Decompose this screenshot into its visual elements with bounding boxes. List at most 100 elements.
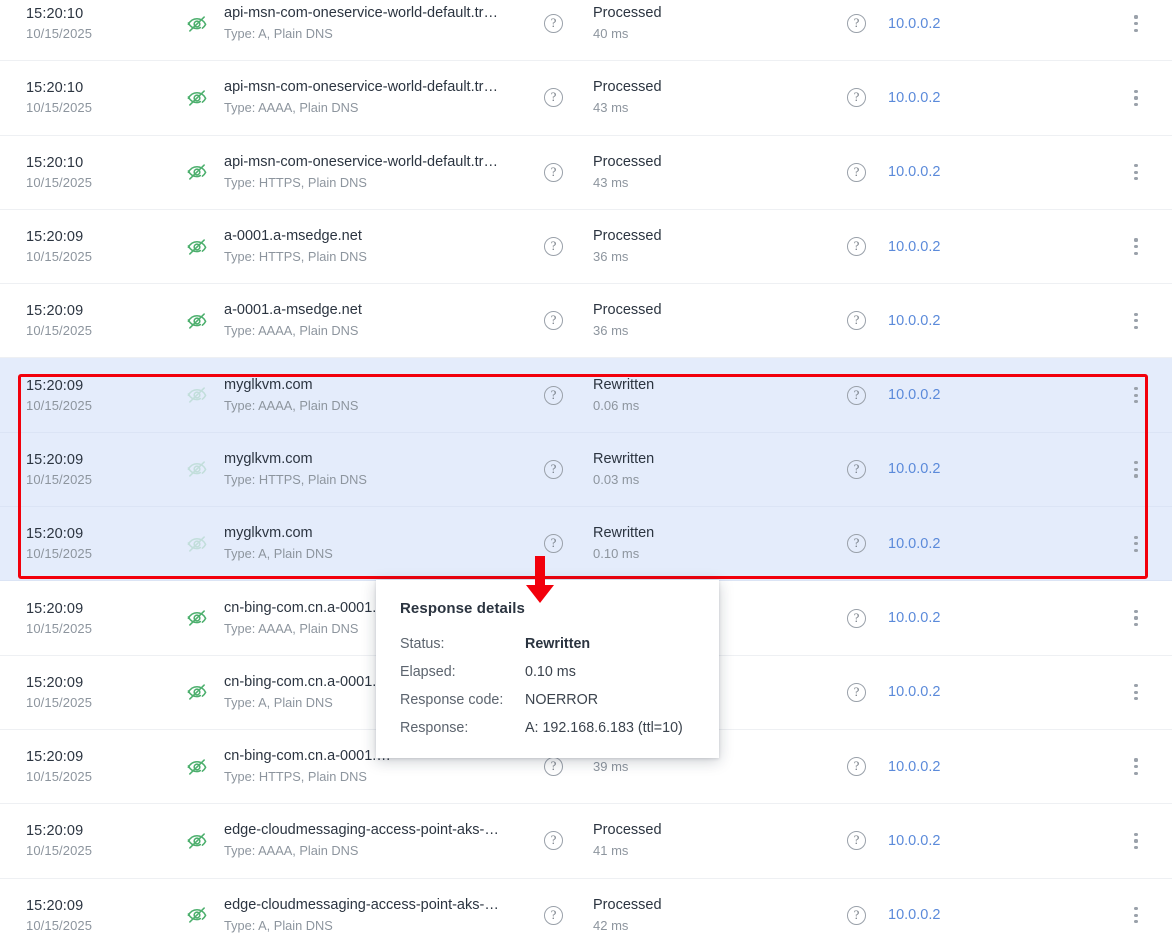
table-row[interactable]: 15:20:10 10/15/2025 api-msn-com-oneservice…	[0, 0, 1172, 62]
more-vertical-icon[interactable]	[1126, 458, 1146, 480]
question-circle-icon[interactable]: ?	[847, 682, 866, 702]
cell-blocking-status[interactable]	[186, 533, 224, 555]
more-vertical-icon[interactable]	[1126, 533, 1146, 555]
cell-blocking-status[interactable]	[186, 87, 224, 109]
client-ip-link[interactable]: 10.0.0.2	[888, 15, 941, 32]
more-vertical-icon[interactable]	[1126, 310, 1146, 332]
client-ip-link[interactable]: 10.0.0.2	[888, 461, 941, 478]
client-ip-link[interactable]: 10.0.0.2	[888, 312, 941, 329]
eye-off-icon[interactable]	[186, 236, 208, 258]
cell-blocking-status[interactable]	[186, 310, 224, 332]
table-row[interactable]: 15:20:09 10/15/2025 myglkvm.com Type: HTTPS…	[0, 432, 1172, 508]
cell-actions	[1097, 13, 1154, 35]
table-row[interactable]: 15:20:10 10/15/2025 api-msn-com-oneservice…	[0, 61, 1172, 136]
question-circle-icon[interactable]: ?	[544, 757, 563, 777]
cell-response-info[interactable]: ?	[544, 385, 584, 405]
question-circle-icon[interactable]: ?	[847, 311, 866, 331]
more-vertical-icon[interactable]	[1126, 87, 1146, 109]
eye-off-icon[interactable]	[186, 458, 208, 480]
client-ip-link[interactable]: 10.0.0.2	[888, 238, 941, 255]
more-vertical-icon[interactable]	[1126, 904, 1146, 926]
dot	[1134, 765, 1138, 769]
eye-off-icon[interactable]	[186, 161, 208, 183]
more-vertical-icon[interactable]	[1126, 236, 1146, 258]
eye-off-icon[interactable]	[186, 904, 208, 926]
cell-blocking-status[interactable]	[186, 161, 224, 183]
table-row[interactable]: 15:20:09 10/15/2025 myglkvm.com Type: AAAA,…	[0, 358, 1172, 433]
question-circle-icon[interactable]: ?	[847, 534, 866, 554]
question-circle-icon[interactable]: ?	[847, 459, 866, 479]
client-ip-link[interactable]: 10.0.0.2	[888, 832, 941, 849]
cell-response-info[interactable]: ?	[544, 14, 584, 34]
cell-blocking-status[interactable]	[186, 681, 224, 703]
cell-blocking-status[interactable]	[186, 384, 224, 406]
table-row[interactable]: 15:20:10 10/15/2025 api-msn-com-oneservice…	[0, 135, 1172, 210]
more-vertical-icon[interactable]	[1126, 384, 1146, 406]
table-row[interactable]: 15:20:09 10/15/2025 edge-cloudmessaging-ac…	[0, 878, 1172, 950]
question-circle-icon[interactable]: ?	[544, 311, 563, 331]
more-vertical-icon[interactable]	[1126, 756, 1146, 778]
more-vertical-icon[interactable]	[1126, 13, 1146, 35]
cell-response-info[interactable]: ?	[544, 757, 584, 777]
question-circle-icon[interactable]: ?	[847, 905, 866, 925]
question-circle-icon[interactable]: ?	[847, 385, 866, 405]
question-circle-icon[interactable]: ?	[847, 14, 866, 34]
eye-off-icon[interactable]	[186, 830, 208, 852]
cell-blocking-status[interactable]	[186, 13, 224, 35]
question-circle-icon[interactable]: ?	[847, 237, 866, 257]
more-vertical-icon[interactable]	[1126, 607, 1146, 629]
eye-off-icon[interactable]	[186, 310, 208, 332]
client-ip-link[interactable]: 10.0.0.2	[888, 758, 941, 775]
table-row[interactable]: 15:20:09 10/15/2025 myglkvm.com Type: A, Pl…	[0, 507, 1172, 582]
more-vertical-icon[interactable]	[1126, 161, 1146, 183]
table-row[interactable]: 15:20:09 10/15/2025 a-0001.a-msedge.net Typ…	[0, 284, 1172, 359]
question-circle-icon[interactable]: ?	[544, 385, 563, 405]
cell-blocking-status[interactable]	[186, 236, 224, 258]
cell-response-info[interactable]: ?	[544, 311, 584, 331]
eye-off-icon[interactable]	[186, 607, 208, 629]
cell-blocking-status[interactable]	[186, 904, 224, 926]
eye-off-icon[interactable]	[186, 681, 208, 703]
cell-response-info[interactable]: ?	[544, 534, 584, 554]
cell-response-info[interactable]: ?	[544, 237, 584, 257]
question-circle-icon[interactable]: ?	[544, 237, 563, 257]
table-row[interactable]: 15:20:09 10/15/2025 edge-cloudmessaging-ac…	[0, 804, 1172, 879]
cell-response-info[interactable]: ?	[544, 88, 584, 108]
question-circle-icon[interactable]: ?	[544, 459, 563, 479]
eye-off-icon[interactable]	[186, 384, 208, 406]
client-ip-link[interactable]: 10.0.0.2	[888, 535, 941, 552]
cell-response-info[interactable]: ?	[544, 459, 584, 479]
row-elapsed: 43 ms	[593, 100, 629, 116]
client-ip-link[interactable]: 10.0.0.2	[888, 89, 941, 106]
cell-response-info[interactable]: ?	[544, 162, 584, 182]
cell-response-info[interactable]: ?	[544, 831, 584, 851]
client-ip-link[interactable]: 10.0.0.2	[888, 387, 941, 404]
more-vertical-icon[interactable]	[1126, 681, 1146, 703]
question-circle-icon[interactable]: ?	[544, 831, 563, 851]
eye-off-icon[interactable]	[186, 87, 208, 109]
eye-off-icon[interactable]	[186, 756, 208, 778]
client-ip-link[interactable]: 10.0.0.2	[888, 907, 941, 924]
question-circle-icon[interactable]: ?	[847, 162, 866, 182]
question-circle-icon[interactable]: ?	[847, 757, 866, 777]
eye-off-icon[interactable]	[186, 13, 208, 35]
question-circle-icon[interactable]: ?	[544, 88, 563, 108]
cell-blocking-status[interactable]	[186, 458, 224, 480]
cell-blocking-status[interactable]	[186, 830, 224, 852]
question-circle-icon[interactable]: ?	[544, 534, 563, 554]
table-row[interactable]: 15:20:09 10/15/2025 a-0001.a-msedge.net Typ…	[0, 209, 1172, 285]
question-circle-icon[interactable]: ?	[544, 14, 563, 34]
question-circle-icon[interactable]: ?	[544, 905, 563, 925]
question-circle-icon[interactable]: ?	[847, 831, 866, 851]
question-circle-icon[interactable]: ?	[847, 88, 866, 108]
client-ip-link[interactable]: 10.0.0.2	[888, 164, 941, 181]
more-vertical-icon[interactable]	[1126, 830, 1146, 852]
cell-response-info[interactable]: ?	[544, 905, 584, 925]
question-circle-icon[interactable]: ?	[847, 608, 866, 628]
eye-off-icon[interactable]	[186, 533, 208, 555]
client-ip-link[interactable]: 10.0.0.2	[888, 610, 941, 627]
cell-blocking-status[interactable]	[186, 607, 224, 629]
cell-blocking-status[interactable]	[186, 756, 224, 778]
client-ip-link[interactable]: 10.0.0.2	[888, 684, 941, 701]
question-circle-icon[interactable]: ?	[544, 162, 563, 182]
